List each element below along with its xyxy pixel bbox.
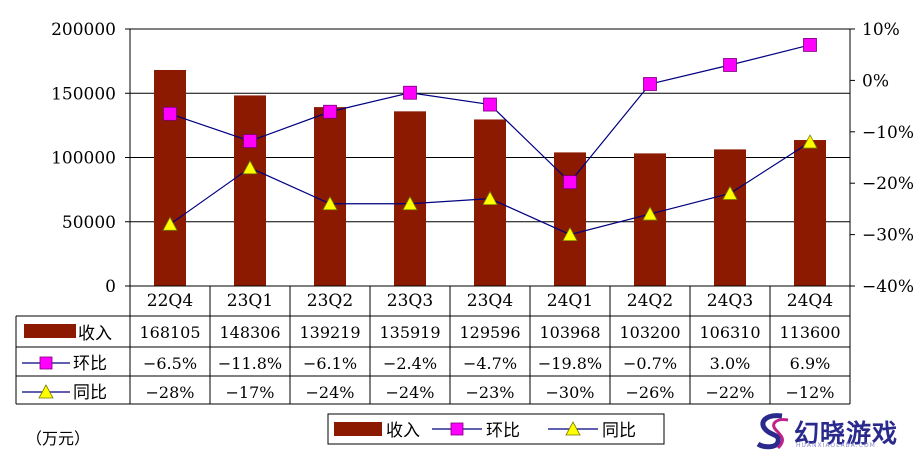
right-tick-label: −20%: [862, 174, 914, 194]
table-cell: 103200: [619, 323, 680, 342]
right-tick-label: −40%: [862, 277, 914, 297]
table-cell: 106310: [699, 323, 760, 342]
yoy-point: [802, 134, 818, 149]
table-cell: −6.1%: [303, 354, 357, 373]
site-watermark: 幻晓游戏 HUANXIAOLABA.COM: [752, 410, 912, 452]
row-key-revenue: [24, 324, 76, 338]
category-label: 24Q3: [707, 291, 753, 311]
row-key-qoq-marker: [39, 356, 53, 370]
row-key-yoy-marker: [38, 384, 54, 399]
table-cell: 103968: [539, 323, 600, 342]
row-label-revenue: 收入: [78, 324, 112, 344]
row-label-yoy: 同比: [73, 383, 107, 403]
line-series: [162, 38, 818, 242]
qoq-point: [403, 85, 417, 100]
watermark-subtext: HUANXIAOLABA.COM: [796, 442, 876, 449]
table-cell: −12%: [786, 383, 835, 402]
left-tick-label: 100000: [51, 149, 116, 169]
right-tick-label: −10%: [862, 123, 914, 143]
revenue-bar: [154, 69, 186, 286]
data-table: 22Q4 23Q1 23Q2 23Q3 23Q4 24Q1 24Q2 24Q3 24Q4 1681…: [15, 285, 851, 405]
unit-label: （万元）: [26, 429, 90, 448]
qoq-point: [803, 38, 817, 52]
table-cell: −19.8%: [538, 354, 602, 373]
table-cell: −30%: [546, 383, 595, 402]
table-cell: −4.7%: [463, 354, 517, 373]
table-cell: −0.7%: [623, 354, 677, 373]
revenue-bar: [794, 140, 826, 286]
legend-marker-qoq: [450, 422, 464, 436]
table-cell: −23%: [466, 383, 515, 402]
qoq-point: [323, 104, 337, 119]
yoy-point: [162, 216, 178, 231]
legend-label-qoq: 环比: [486, 421, 520, 441]
table-cell: 3.0%: [710, 354, 751, 373]
table-cell: 168105: [139, 323, 200, 342]
table-cell: −24%: [386, 383, 435, 402]
legend-box: [327, 413, 665, 445]
table-cell: 129596: [459, 323, 520, 342]
right-tick-label: 0%: [862, 71, 889, 91]
qoq-point: [643, 77, 657, 91]
legend-marker-yoy: [565, 421, 581, 436]
table-cell: 148306: [219, 323, 280, 342]
legend-swatch-revenue: [334, 422, 382, 436]
table-cell: 113600: [779, 323, 840, 342]
category-label: 24Q1: [547, 291, 593, 311]
right-tick-label: −30%: [862, 226, 914, 246]
yoy-point: [242, 159, 258, 175]
category-label: 23Q4: [467, 291, 513, 311]
left-tick-label: 50000: [62, 213, 116, 233]
revenue-bar: [714, 149, 746, 286]
yoy-point: [562, 226, 578, 242]
yoy-point: [642, 206, 658, 221]
legend-label-yoy: 同比: [602, 421, 636, 441]
legend-label-revenue: 收入: [386, 421, 420, 441]
row-label-qoq: 环比: [73, 354, 107, 374]
axes: 0 50000 100000 150000 200000 −40% −30% −20% −10%…: [51, 20, 914, 297]
revenue-bar: [234, 95, 266, 286]
table-cell: −24%: [306, 383, 355, 402]
category-label: 22Q4: [147, 291, 193, 311]
table-cell: −22%: [706, 383, 755, 402]
table-cell: −26%: [626, 383, 675, 402]
yoy-point: [402, 195, 418, 211]
qoq-point: [563, 175, 577, 190]
category-label: 23Q2: [307, 291, 353, 311]
table-cell: −6.5%: [143, 354, 197, 373]
qoq-point: [243, 134, 257, 148]
legend: 收入 环比 同比: [327, 413, 665, 445]
table-cell: 135919: [379, 323, 440, 342]
table-cell: −17%: [226, 383, 275, 402]
yoy-point: [322, 195, 338, 211]
left-tick-label: 0: [105, 277, 116, 297]
left-tick-label: 150000: [51, 84, 116, 104]
yoy-point: [722, 185, 738, 200]
revenue-bar: [554, 152, 586, 286]
category-label: 24Q4: [787, 291, 833, 311]
category-label: 23Q1: [227, 291, 273, 311]
watermark-text: 幻晓游戏: [794, 419, 899, 448]
qoq-point: [163, 106, 177, 121]
category-label: 23Q3: [387, 291, 433, 311]
table-cell: −2.4%: [383, 354, 437, 373]
table-cell: −28%: [146, 383, 195, 402]
watermark-logo-icon: [756, 413, 789, 450]
table-cell: 139219: [299, 323, 360, 342]
table-cell: −11.8%: [218, 354, 282, 373]
category-label: 24Q2: [627, 291, 673, 311]
qoq-point: [483, 97, 497, 112]
qoq-point: [723, 58, 737, 72]
right-tick-label: 10%: [862, 20, 900, 40]
yoy-point: [482, 190, 498, 206]
left-tick-label: 200000: [51, 20, 116, 40]
table-cell: 6.9%: [790, 354, 831, 373]
